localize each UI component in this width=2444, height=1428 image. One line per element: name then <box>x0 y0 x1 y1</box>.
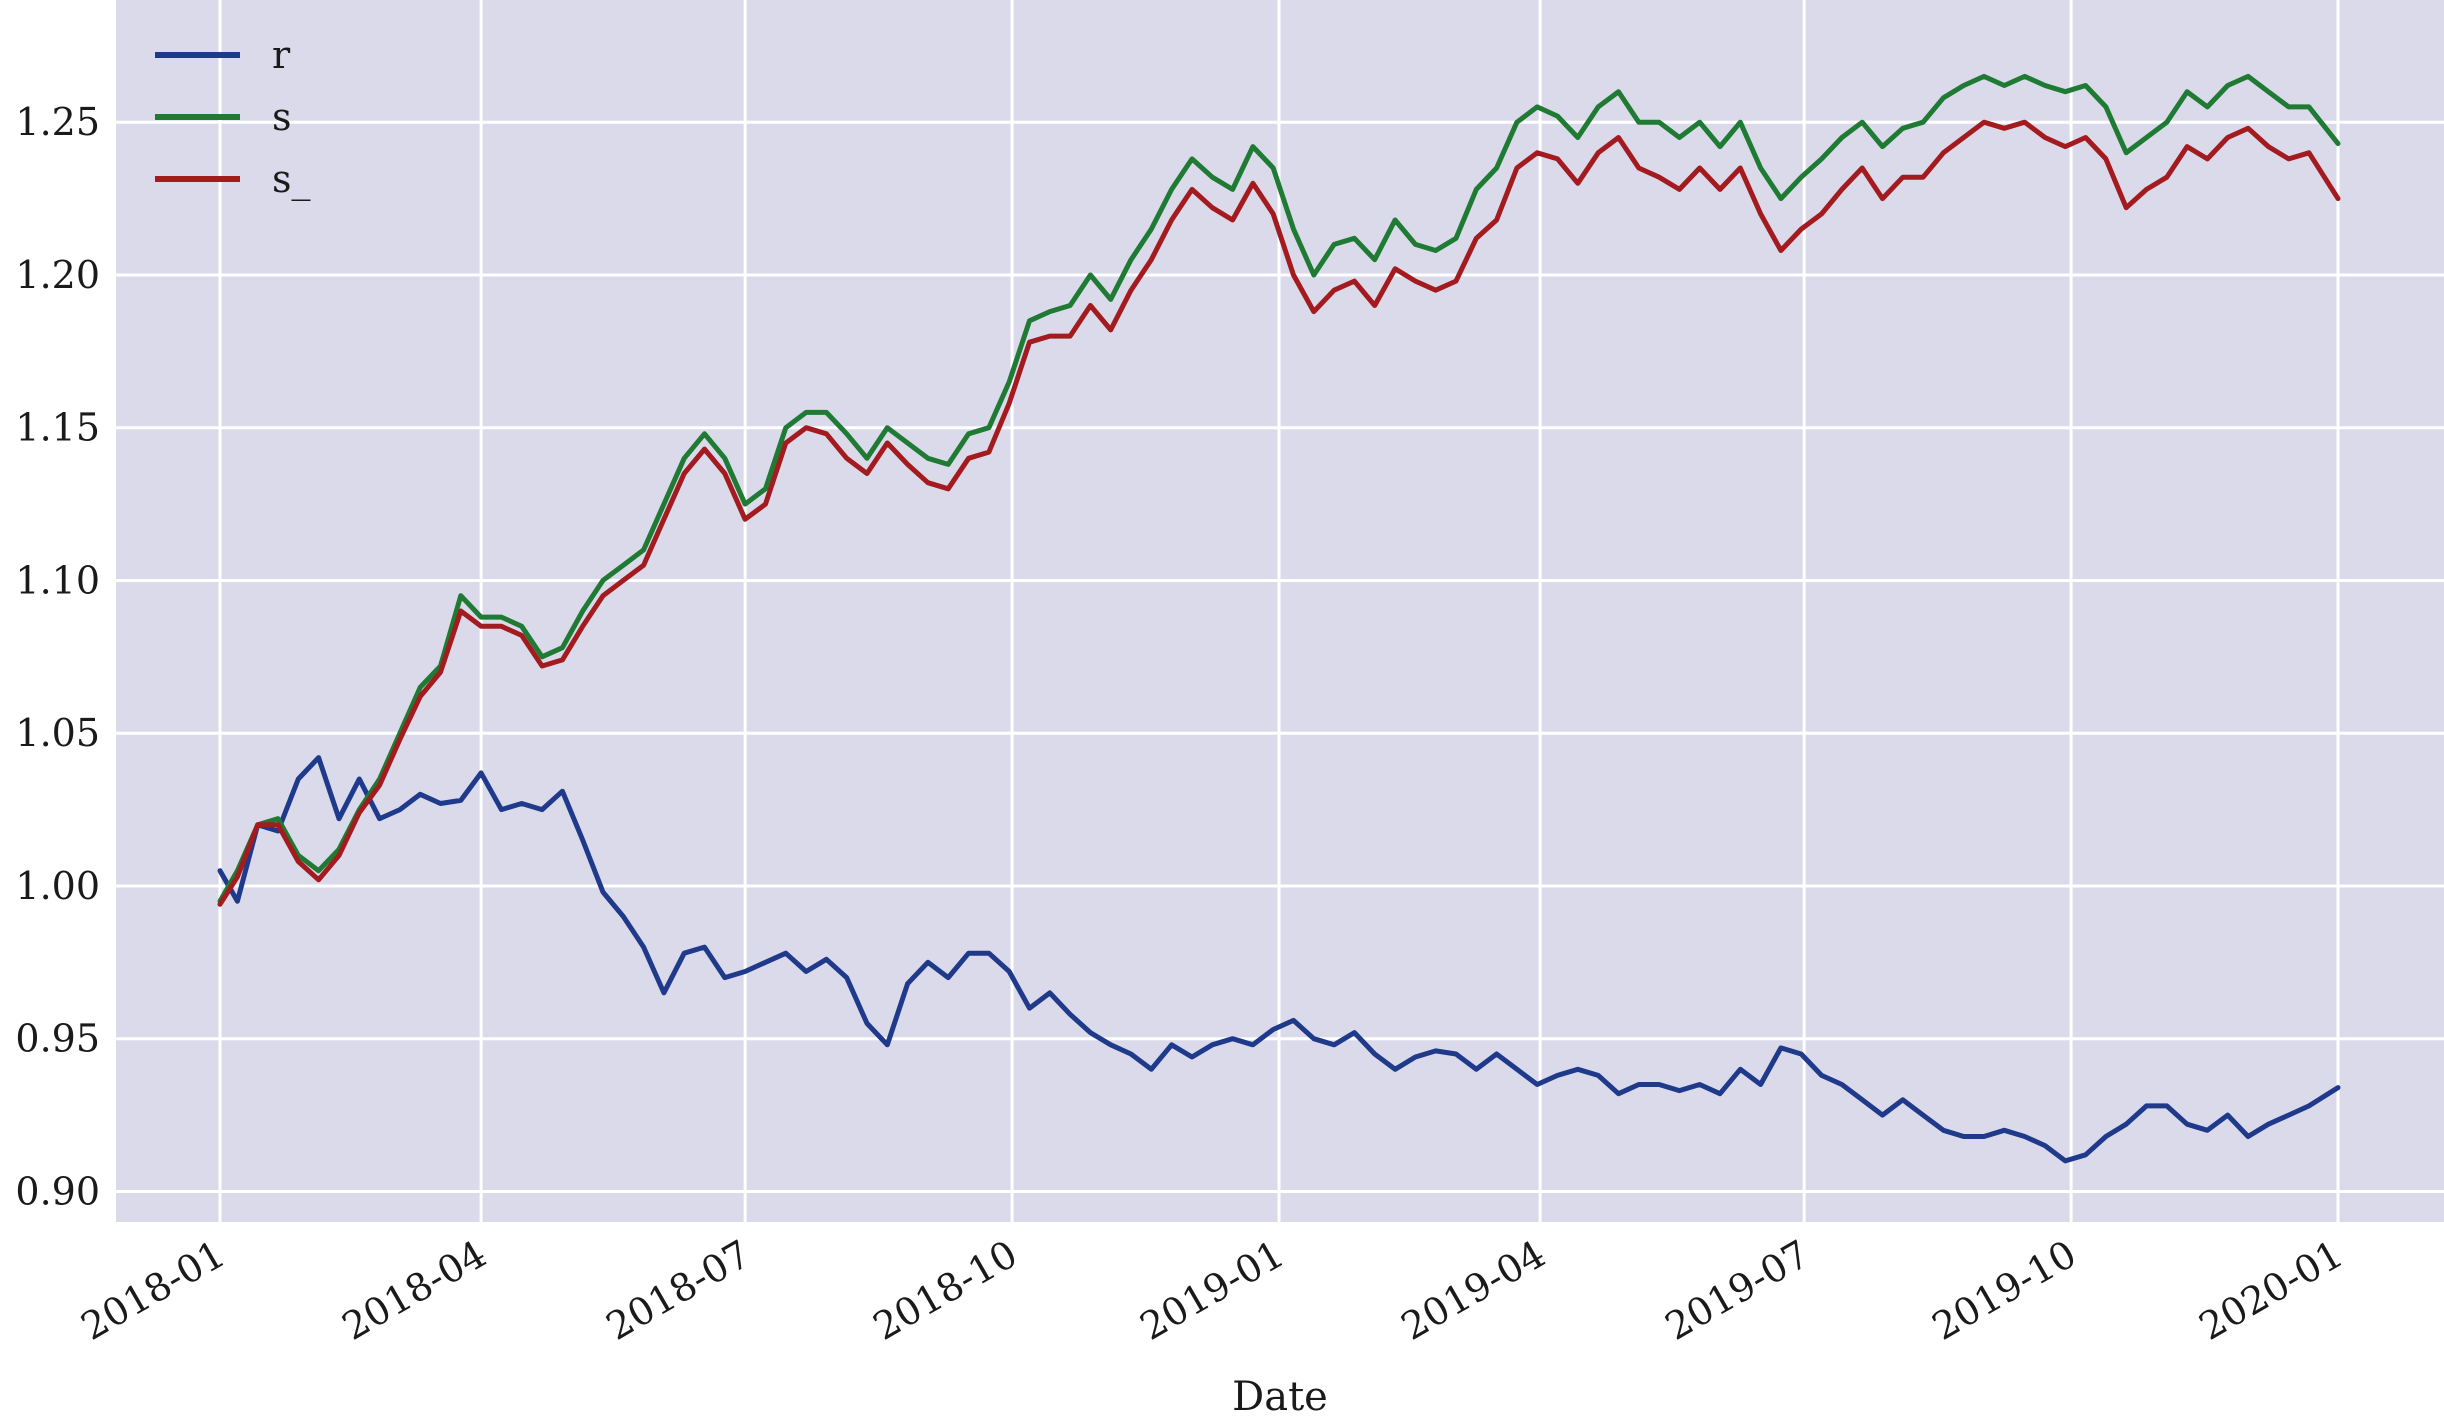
y-tick-label: 1.25 <box>15 100 100 144</box>
y-tick-labels: 0.90 0.95 1.00 1.05 1.10 1.15 1.20 1.25 <box>15 100 100 1213</box>
series-group <box>217 73 2341 1164</box>
x-tick-label: 2018-04 <box>335 1232 494 1349</box>
x-tick-label: 2019-01 <box>1133 1232 1292 1349</box>
x-tick-label: 2019-04 <box>1394 1232 1553 1349</box>
legend-label: s_ <box>272 157 311 202</box>
series-line-s <box>217 73 2341 904</box>
x-tick-label: 2020-01 <box>2192 1232 2351 1349</box>
x-tick-label: 2018-07 <box>599 1232 758 1349</box>
y-tick-label: 1.15 <box>15 406 100 450</box>
x-tick-label: 2019-10 <box>1925 1232 2084 1349</box>
y-tick-label: 1.00 <box>15 864 100 908</box>
legend-label: r <box>272 33 291 77</box>
x-tick-label: 2019-07 <box>1658 1232 1817 1349</box>
y-tick-label: 0.95 <box>15 1017 100 1061</box>
y-tick-label: 0.90 <box>15 1169 100 1213</box>
y-tick-label: 1.10 <box>15 558 100 602</box>
grid <box>116 0 2444 1222</box>
legend: rs s_ <box>155 33 311 202</box>
x-tick-label: 2018-01 <box>74 1232 233 1349</box>
legend-label: s <box>272 95 292 139</box>
x-axis-title: Date <box>1232 1374 1328 1420</box>
series-line-r <box>217 755 2341 1164</box>
x-tick-label: 2018-10 <box>866 1232 1025 1349</box>
y-tick-label: 1.05 <box>15 711 100 755</box>
y-tick-label: 1.20 <box>15 253 100 297</box>
series-line-s_ <box>217 119 2341 907</box>
x-tick-labels: 2018-01 2018-04 2018-07 2018-10 2019-01 2019-… <box>74 1232 2351 1349</box>
